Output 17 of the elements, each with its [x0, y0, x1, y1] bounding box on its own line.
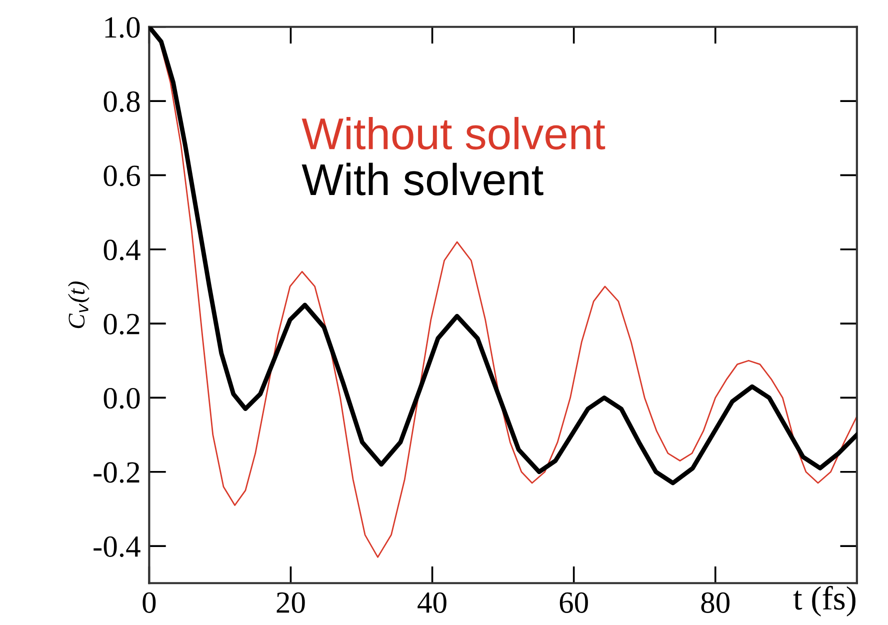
x-axis-title: t (fs): [793, 586, 856, 616]
x-tick-label: 80: [701, 592, 730, 613]
x-tick-label: 20: [276, 592, 305, 613]
x-tick-label: 0: [142, 592, 156, 613]
y-tick-label: 0.2: [104, 314, 140, 335]
y-tick-label: 0.4: [104, 240, 140, 260]
y-tick-label: -0.2: [94, 462, 140, 483]
text: With solvent: [302, 162, 544, 196]
y-axis-title: C$_{v}$(t): [68, 281, 90, 328]
x-tick-label: 40: [418, 592, 446, 613]
text: Without solvent: [302, 116, 606, 150]
y-tick-label: 0.6: [104, 165, 140, 186]
y-tick-label: 0.8: [104, 91, 140, 112]
y-tick-label: -0.4: [94, 536, 140, 558]
y-tick-label: 0.0: [104, 388, 140, 409]
x-tick-label: 60: [560, 592, 588, 613]
y-tick-label: 1.0: [105, 17, 140, 38]
